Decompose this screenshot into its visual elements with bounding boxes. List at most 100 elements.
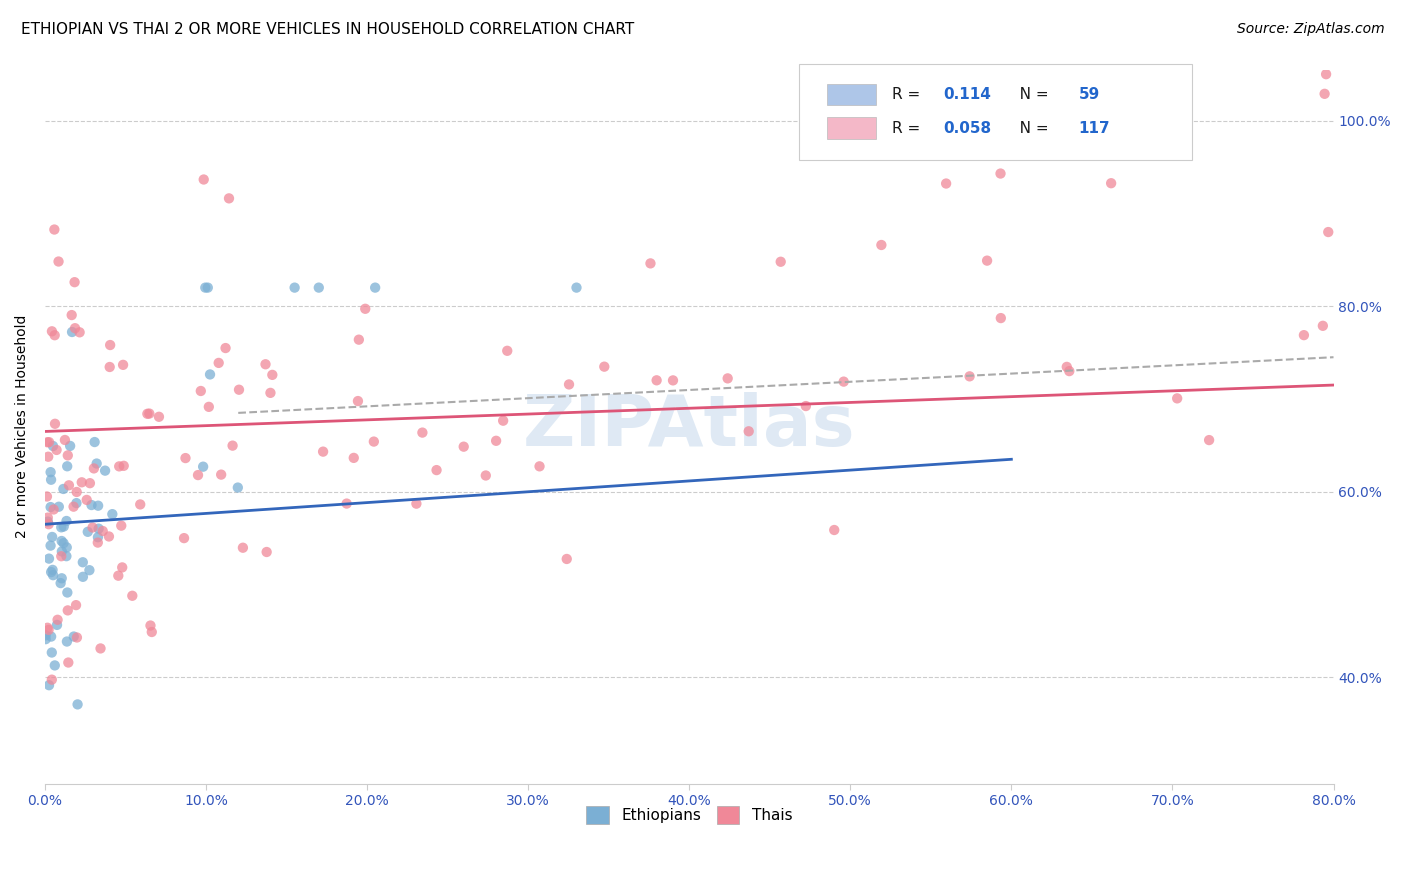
- Point: [110, 518, 132, 533]
- Point: [37, 515, 59, 529]
- Point: [363, 434, 385, 449]
- Point: [98, 359, 121, 374]
- Point: [35, 490, 58, 504]
- Point: [1166, 392, 1188, 406]
- Point: [38, 517, 60, 532]
- Point: [34, 632, 56, 647]
- Point: [83, 435, 105, 450]
- Point: [65, 598, 87, 612]
- Point: [55, 514, 77, 528]
- Point: [174, 451, 197, 466]
- Y-axis label: 2 or more Vehicles in Household: 2 or more Vehicles in Household: [15, 315, 30, 539]
- Point: [990, 167, 1012, 181]
- Point: [38, 435, 60, 450]
- Point: [97, 529, 120, 543]
- Point: [121, 589, 143, 603]
- Point: [49, 576, 72, 591]
- Point: [66, 631, 89, 645]
- Point: [794, 399, 817, 413]
- Point: [336, 497, 359, 511]
- Point: [65, 496, 87, 510]
- Point: [66, 698, 89, 712]
- Point: [935, 177, 957, 191]
- Point: [738, 424, 761, 438]
- Point: [56, 603, 79, 617]
- Point: [38, 678, 60, 692]
- Point: [56, 585, 79, 599]
- Point: [990, 311, 1012, 326]
- Point: [37, 621, 59, 635]
- Point: [662, 373, 685, 387]
- Point: [108, 459, 131, 474]
- Point: [259, 385, 281, 400]
- Point: [347, 333, 370, 347]
- Text: 0.114: 0.114: [943, 87, 991, 102]
- Point: [51, 571, 73, 585]
- Point: [209, 467, 232, 482]
- Point: [769, 254, 792, 268]
- Point: [187, 468, 209, 483]
- Point: [98, 338, 121, 352]
- Point: [262, 368, 284, 382]
- Point: [46, 618, 69, 632]
- Point: [198, 400, 221, 414]
- Point: [37, 435, 59, 450]
- Point: [42, 568, 65, 582]
- Point: [89, 641, 111, 656]
- Point: [717, 371, 740, 385]
- Point: [221, 439, 243, 453]
- Point: [48, 254, 70, 268]
- Point: [485, 434, 508, 448]
- FancyBboxPatch shape: [827, 84, 876, 105]
- Point: [218, 191, 240, 205]
- Point: [39, 539, 62, 553]
- Point: [228, 383, 250, 397]
- Point: [66, 485, 89, 500]
- Point: [51, 520, 73, 534]
- Point: [60, 308, 83, 322]
- Point: [45, 442, 67, 457]
- Point: [645, 373, 668, 387]
- Point: [565, 280, 588, 294]
- Point: [1317, 225, 1340, 239]
- Point: [62, 630, 84, 644]
- Point: [82, 520, 104, 534]
- Point: [87, 535, 110, 549]
- Point: [41, 324, 63, 338]
- Point: [37, 450, 59, 464]
- Point: [80, 498, 103, 512]
- Text: 0.058: 0.058: [943, 120, 991, 136]
- Point: [37, 510, 59, 524]
- Point: [191, 459, 214, 474]
- Point: [51, 544, 73, 558]
- Point: [63, 321, 86, 335]
- Point: [976, 253, 998, 268]
- Point: [214, 341, 236, 355]
- Point: [101, 507, 124, 521]
- Point: [208, 356, 231, 370]
- Point: [63, 275, 86, 289]
- Point: [1313, 87, 1336, 101]
- Point: [39, 630, 62, 644]
- Text: N =: N =: [1005, 120, 1053, 136]
- Point: [39, 465, 62, 479]
- Point: [52, 482, 75, 496]
- Point: [959, 369, 981, 384]
- Point: [39, 500, 62, 514]
- Point: [496, 343, 519, 358]
- Point: [76, 524, 98, 539]
- Point: [256, 545, 278, 559]
- Point: [59, 439, 82, 453]
- Point: [347, 394, 370, 409]
- Point: [52, 536, 75, 550]
- Point: [1056, 359, 1078, 374]
- Point: [79, 563, 101, 577]
- Point: [1198, 433, 1220, 447]
- Point: [94, 464, 117, 478]
- Point: [44, 222, 66, 236]
- Point: [190, 384, 212, 398]
- Point: [44, 658, 66, 673]
- Point: [48, 500, 70, 514]
- Point: [558, 377, 581, 392]
- Point: [41, 563, 63, 577]
